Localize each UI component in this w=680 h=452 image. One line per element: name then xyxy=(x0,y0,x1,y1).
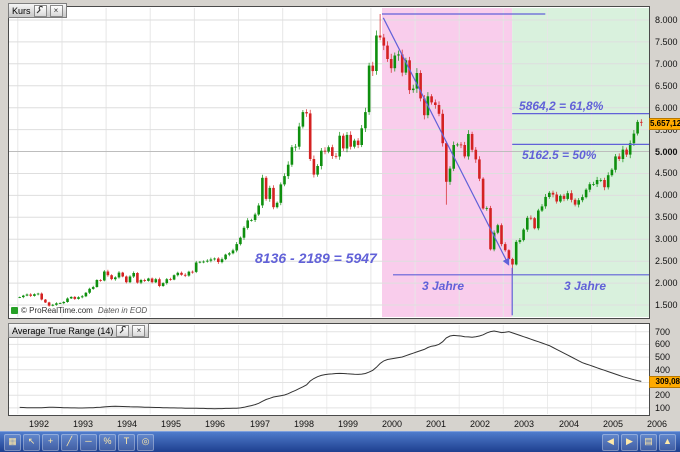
year-label: 1997 xyxy=(249,419,271,429)
price-tick-label: 7.500 xyxy=(655,37,678,47)
kurs-panel-title: Kurs xyxy=(12,5,31,16)
settings-icon[interactable]: ▤ xyxy=(640,433,657,451)
taskbar-right-group: ◀ ▶ ▤ ▲ xyxy=(602,433,676,451)
price-tick-label: 6.000 xyxy=(655,103,678,113)
atr-tick-label: 700 xyxy=(655,327,671,337)
three-years-left-label[interactable]: 3 Jahre xyxy=(421,279,465,293)
price-chart-canvas[interactable] xyxy=(9,7,649,318)
year-label: 2005 xyxy=(602,419,624,429)
price-tick-label: 3.500 xyxy=(655,212,678,222)
watermark-copyright: © ProRealTime.com xyxy=(21,306,93,315)
watermark-note: Daten in EOD xyxy=(97,306,148,315)
price-chart-panel[interactable]: Kurs × 5864,2 = 61,8% 5162.5 = 50% 8136 … xyxy=(8,3,650,319)
year-label: 2002 xyxy=(469,419,491,429)
wrench-icon[interactable] xyxy=(116,324,130,337)
atr-tick-label: 200 xyxy=(655,390,671,400)
price-tick-label: 3.000 xyxy=(655,234,678,244)
highlight-region xyxy=(512,8,649,317)
atr-panel-header[interactable]: Average True Range (14) × xyxy=(8,323,150,338)
expand-icon[interactable]: ▲ xyxy=(659,433,676,451)
atr-axis: 700600500400300200100 xyxy=(652,324,680,415)
candlestick-series xyxy=(18,14,643,307)
annotation-lines xyxy=(382,13,649,316)
price-tick-label: 8.000 xyxy=(655,15,678,25)
horizontal-line-icon[interactable]: ─ xyxy=(80,433,97,451)
year-label: 1994 xyxy=(116,419,138,429)
trendline-icon[interactable]: ╱ xyxy=(61,433,78,451)
fibonacci-icon[interactable]: % xyxy=(99,433,116,451)
atr-tick-label: 400 xyxy=(655,365,671,375)
year-label: 2004 xyxy=(558,419,580,429)
prorealtime-logo-icon xyxy=(11,307,18,314)
watermark: © ProRealTime.com Daten in EOD xyxy=(11,306,147,315)
retracement-formula-label[interactable]: 8136 - 2189 = 5947 xyxy=(255,250,377,266)
atr-tick-label: 500 xyxy=(655,352,671,362)
taskbar: ▦ ↖ + ╱ ─% T ◎ ◀ ▶ ▤ ▲ xyxy=(0,431,680,452)
year-label: 1998 xyxy=(293,419,315,429)
atr-value-badge: 309,08 xyxy=(649,376,680,388)
close-icon[interactable]: × xyxy=(132,324,146,337)
fib-50-label[interactable]: 5162.5 = 50% xyxy=(522,148,597,162)
year-label: 1995 xyxy=(160,419,182,429)
price-tick-label: 2.500 xyxy=(655,256,678,266)
atr-tick-label: 600 xyxy=(655,339,671,349)
price-tick-label: 4.500 xyxy=(655,168,678,178)
price-tick-label: 6.500 xyxy=(655,81,678,91)
pointer-icon[interactable]: ↖ xyxy=(23,433,40,451)
atr-line-series xyxy=(19,330,642,410)
close-icon[interactable]: × xyxy=(49,4,63,17)
last-price-badge: 5.657,12 xyxy=(649,118,680,130)
year-label: 2003 xyxy=(513,419,535,429)
price-tick-label: 1.500 xyxy=(655,300,678,310)
crosshair-icon[interactable]: + xyxy=(42,433,59,451)
year-label: 2000 xyxy=(381,419,403,429)
price-tick-label: 2.000 xyxy=(655,278,678,288)
fib-618-label[interactable]: 5864,2 = 61,8% xyxy=(519,99,604,113)
previous-icon[interactable]: ◀ xyxy=(602,433,619,451)
year-label: 1993 xyxy=(72,419,94,429)
price-tick-label: 7.000 xyxy=(655,59,678,69)
three-years-right-label[interactable]: 3 Jahre xyxy=(563,279,607,293)
taskbar-left-group: ▦ ↖ + ╱ ─% T ◎ xyxy=(4,433,154,451)
price-axis[interactable]: 8.000 7.500 7.000 6.500 6.000 5.500 5.000 4.500… xyxy=(652,7,680,318)
text-tool-icon[interactable]: T xyxy=(118,433,135,451)
time-axis: 1992 1993 1994 1995 1996 1997 1998 1999 2000 2001… xyxy=(8,419,667,431)
price-tick-label: 5.000 xyxy=(655,147,678,157)
zoom-icon[interactable]: ◎ xyxy=(137,433,154,451)
price-tick-label: 4.000 xyxy=(655,190,678,200)
year-label: 1996 xyxy=(204,419,226,429)
kurs-panel-header[interactable]: Kurs × xyxy=(8,3,67,18)
year-label: 1999 xyxy=(337,419,359,429)
next-icon[interactable]: ▶ xyxy=(621,433,638,451)
atr-tick-label: 100 xyxy=(655,403,671,413)
year-label: 2001 xyxy=(425,419,447,429)
wrench-icon[interactable] xyxy=(33,4,47,17)
year-label: 2006 xyxy=(646,419,668,429)
atr-panel-title: Average True Range (14) xyxy=(12,325,114,336)
price-tick-label: 5.500 xyxy=(655,125,678,135)
monitor-icon[interactable]: ▦ xyxy=(4,433,21,451)
atr-panel[interactable]: Average True Range (14) × xyxy=(8,323,650,416)
atr-chart-canvas[interactable] xyxy=(9,324,649,415)
year-label: 1992 xyxy=(28,419,50,429)
